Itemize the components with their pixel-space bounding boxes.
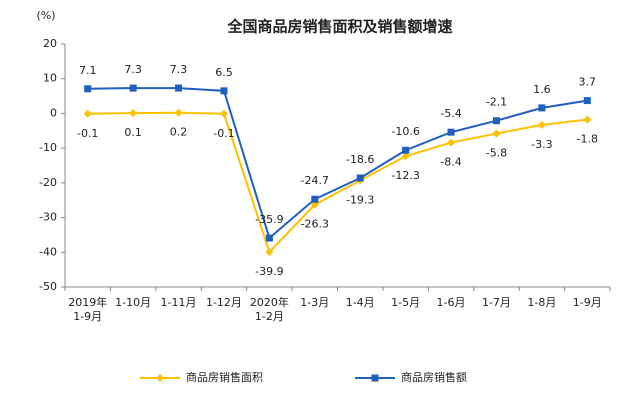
y-tick-label: -40 (39, 245, 57, 258)
y-tick-label: -50 (39, 280, 57, 293)
marker (583, 97, 591, 105)
marker (492, 129, 501, 138)
data-label: 6.5 (215, 66, 233, 79)
marker (537, 120, 546, 129)
data-label: -18.6 (346, 153, 374, 166)
y-tick-label: -20 (39, 176, 57, 189)
data-label: 3.7 (579, 76, 597, 89)
marker (174, 108, 183, 117)
data-label: -3.3 (531, 138, 552, 151)
marker (129, 84, 137, 92)
data-label: -2.1 (486, 96, 507, 109)
marker (265, 247, 274, 256)
x-tick-label: 1-11月 (161, 296, 197, 309)
marker (310, 200, 319, 209)
marker (401, 152, 410, 161)
y-tick-label: 0 (50, 106, 57, 119)
chart-title: 全国商品房销售面积及销售额增速 (226, 18, 452, 36)
marker (371, 374, 379, 382)
marker (492, 117, 500, 125)
data-label: 7.3 (170, 63, 188, 76)
x-tick-label: 1-4月 (346, 296, 375, 309)
data-label: -0.1 (213, 127, 234, 140)
x-tick-label: 2019年 1-9月 (68, 295, 107, 323)
data-label: 7.3 (124, 63, 142, 76)
x-tick-label: 1-10月 (115, 296, 151, 309)
y-tick-label: -10 (39, 141, 57, 154)
data-label: -35.9 (255, 213, 283, 226)
marker (265, 234, 273, 242)
series-line (87, 87, 588, 240)
data-label: -5.4 (440, 107, 461, 120)
x-tick-label: 1-8月 (527, 296, 556, 309)
x-tick-label-line: 2019年 (68, 295, 107, 309)
marker (156, 374, 164, 382)
marker (583, 115, 592, 124)
y-axis-label: (%) (36, 9, 55, 22)
y-tick-label: 10 (43, 72, 57, 85)
legend-label: 商品房销售额 (401, 370, 467, 384)
x-tick-label: 1-12月 (206, 296, 242, 309)
marker (538, 104, 546, 112)
data-label: -26.3 (301, 218, 329, 231)
y-tick-label: 20 (43, 37, 57, 50)
marker (220, 87, 228, 95)
legend-label: 商品房销售面积 (186, 370, 263, 384)
series-line (87, 111, 588, 254)
x-tick-label-line: 1-2月 (255, 310, 284, 323)
x-tick-label: 1-5月 (391, 296, 420, 309)
x-tick-label: 2020年 1-2月 (250, 295, 289, 323)
marker (129, 109, 138, 118)
marker (311, 195, 319, 203)
data-label: 1.6 (533, 83, 551, 96)
marker (175, 84, 183, 92)
data-label: -12.3 (391, 169, 419, 182)
x-tick-label-line: 2020年 (250, 295, 289, 309)
marker (447, 128, 455, 136)
x-tick-label-line: 1-9月 (73, 310, 102, 323)
x-tick-label: 1-7月 (482, 296, 511, 309)
data-label: -24.7 (301, 174, 329, 187)
marker (83, 109, 92, 118)
data-label: 7.1 (79, 64, 97, 77)
data-label: -39.9 (255, 265, 283, 278)
data-label: -19.3 (346, 193, 374, 206)
data-label: -5.8 (486, 147, 507, 160)
data-label: 0.1 (124, 126, 142, 139)
data-label: -10.6 (391, 125, 419, 138)
data-label: -8.4 (440, 156, 461, 169)
marker (402, 146, 410, 154)
marker (447, 138, 456, 147)
data-label: -0.1 (77, 127, 98, 140)
marker (356, 174, 364, 182)
marker (84, 85, 92, 93)
y-tick-label: -30 (39, 211, 57, 224)
x-tick-label: 1-6月 (437, 296, 466, 309)
x-tick-label: 1-9月 (573, 296, 602, 309)
marker (219, 109, 228, 118)
data-label: 0.2 (170, 126, 188, 139)
x-tick-label: 1-3月 (300, 296, 329, 309)
data-label: -1.8 (577, 133, 598, 146)
